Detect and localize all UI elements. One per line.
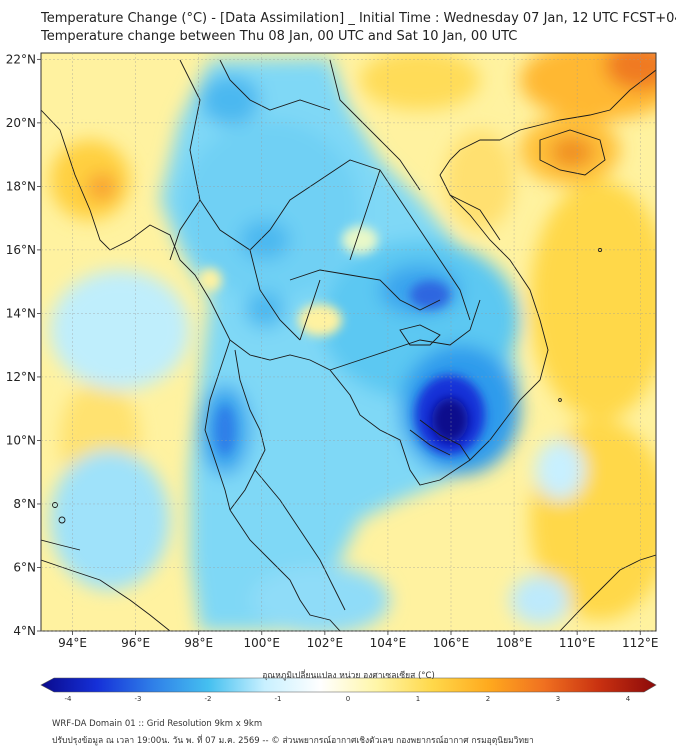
colorbar-tick-label: -2 (205, 695, 212, 703)
lat-tick-label: 22°N (6, 52, 36, 66)
lon-tick-label: 98°E (184, 636, 213, 650)
map-subtitle: Temperature change between Thu 08 Jan, 0… (41, 29, 518, 44)
colorbar-tick-label: 1 (416, 695, 420, 703)
lat-tick-label: 12°N (6, 370, 36, 384)
lat-tick-label: 20°N (6, 116, 36, 130)
colorbar-tick-label: 3 (556, 695, 560, 703)
colorbar-label: อุณหภูมิเปลี่ยนแปลง หน่วย องศาเซลเซียส (… (262, 671, 435, 681)
footer-credit: ปรับปรุงข้อมูล ณ เวลา 19:00น. วัน พ. ที่… (52, 736, 534, 746)
colorbar-tick-label: 2 (486, 695, 490, 703)
temperature-field (41, 53, 656, 631)
map-frame (40, 52, 657, 632)
country-borders (41, 59, 656, 631)
colorbar-bar (40, 677, 657, 693)
colorbar: -4 -3 -2 -1 0 1 2 3 4 (40, 677, 657, 703)
lat-tick-label: 4°N (13, 624, 36, 638)
lon-tick-label: 106°E (433, 636, 470, 650)
lat-tick-label: 8°N (13, 497, 36, 511)
lon-tick-label: 96°E (121, 636, 150, 650)
lon-tick-label: 94°E (58, 636, 87, 650)
latitude-axis: 22°N 20°N 18°N 16°N 14°N 12°N 10°N 8°N 6°N 4°N (6, 52, 41, 638)
lat-tick-label: 18°N (6, 179, 36, 193)
gridlines (41, 53, 656, 632)
colorbar-tick-label: 4 (626, 695, 631, 703)
colorbar-tick-label: -4 (65, 695, 73, 703)
lon-tick-label: 112°E (622, 636, 659, 650)
colorbar-tick-label: -1 (275, 695, 282, 703)
colorbar-tick-label: -3 (135, 695, 142, 703)
lat-tick-label: 6°N (13, 560, 36, 574)
lon-tick-label: 100°E (244, 636, 281, 650)
colorbar-tick-label: 0 (346, 695, 350, 703)
footer-model-info: WRF-DA Domain 01 :: Grid Resolution 9km … (52, 719, 263, 729)
lat-tick-label: 16°N (6, 243, 36, 257)
lon-tick-label: 110°E (559, 636, 596, 650)
lon-tick-label: 104°E (370, 636, 407, 650)
longitude-axis: 94°E 96°E 98°E 100°E 102°E 104°E 106°E 108°E 110… (58, 631, 658, 650)
colorbar-ticks: -4 -3 -2 -1 0 1 2 3 4 (65, 695, 631, 703)
lat-tick-label: 10°N (6, 433, 36, 447)
map-title: Temperature Change (°C) - [Data Assimila… (41, 11, 676, 26)
lon-tick-label: 102°E (307, 636, 344, 650)
lat-tick-label: 14°N (6, 306, 36, 320)
lon-tick-label: 108°E (496, 636, 533, 650)
